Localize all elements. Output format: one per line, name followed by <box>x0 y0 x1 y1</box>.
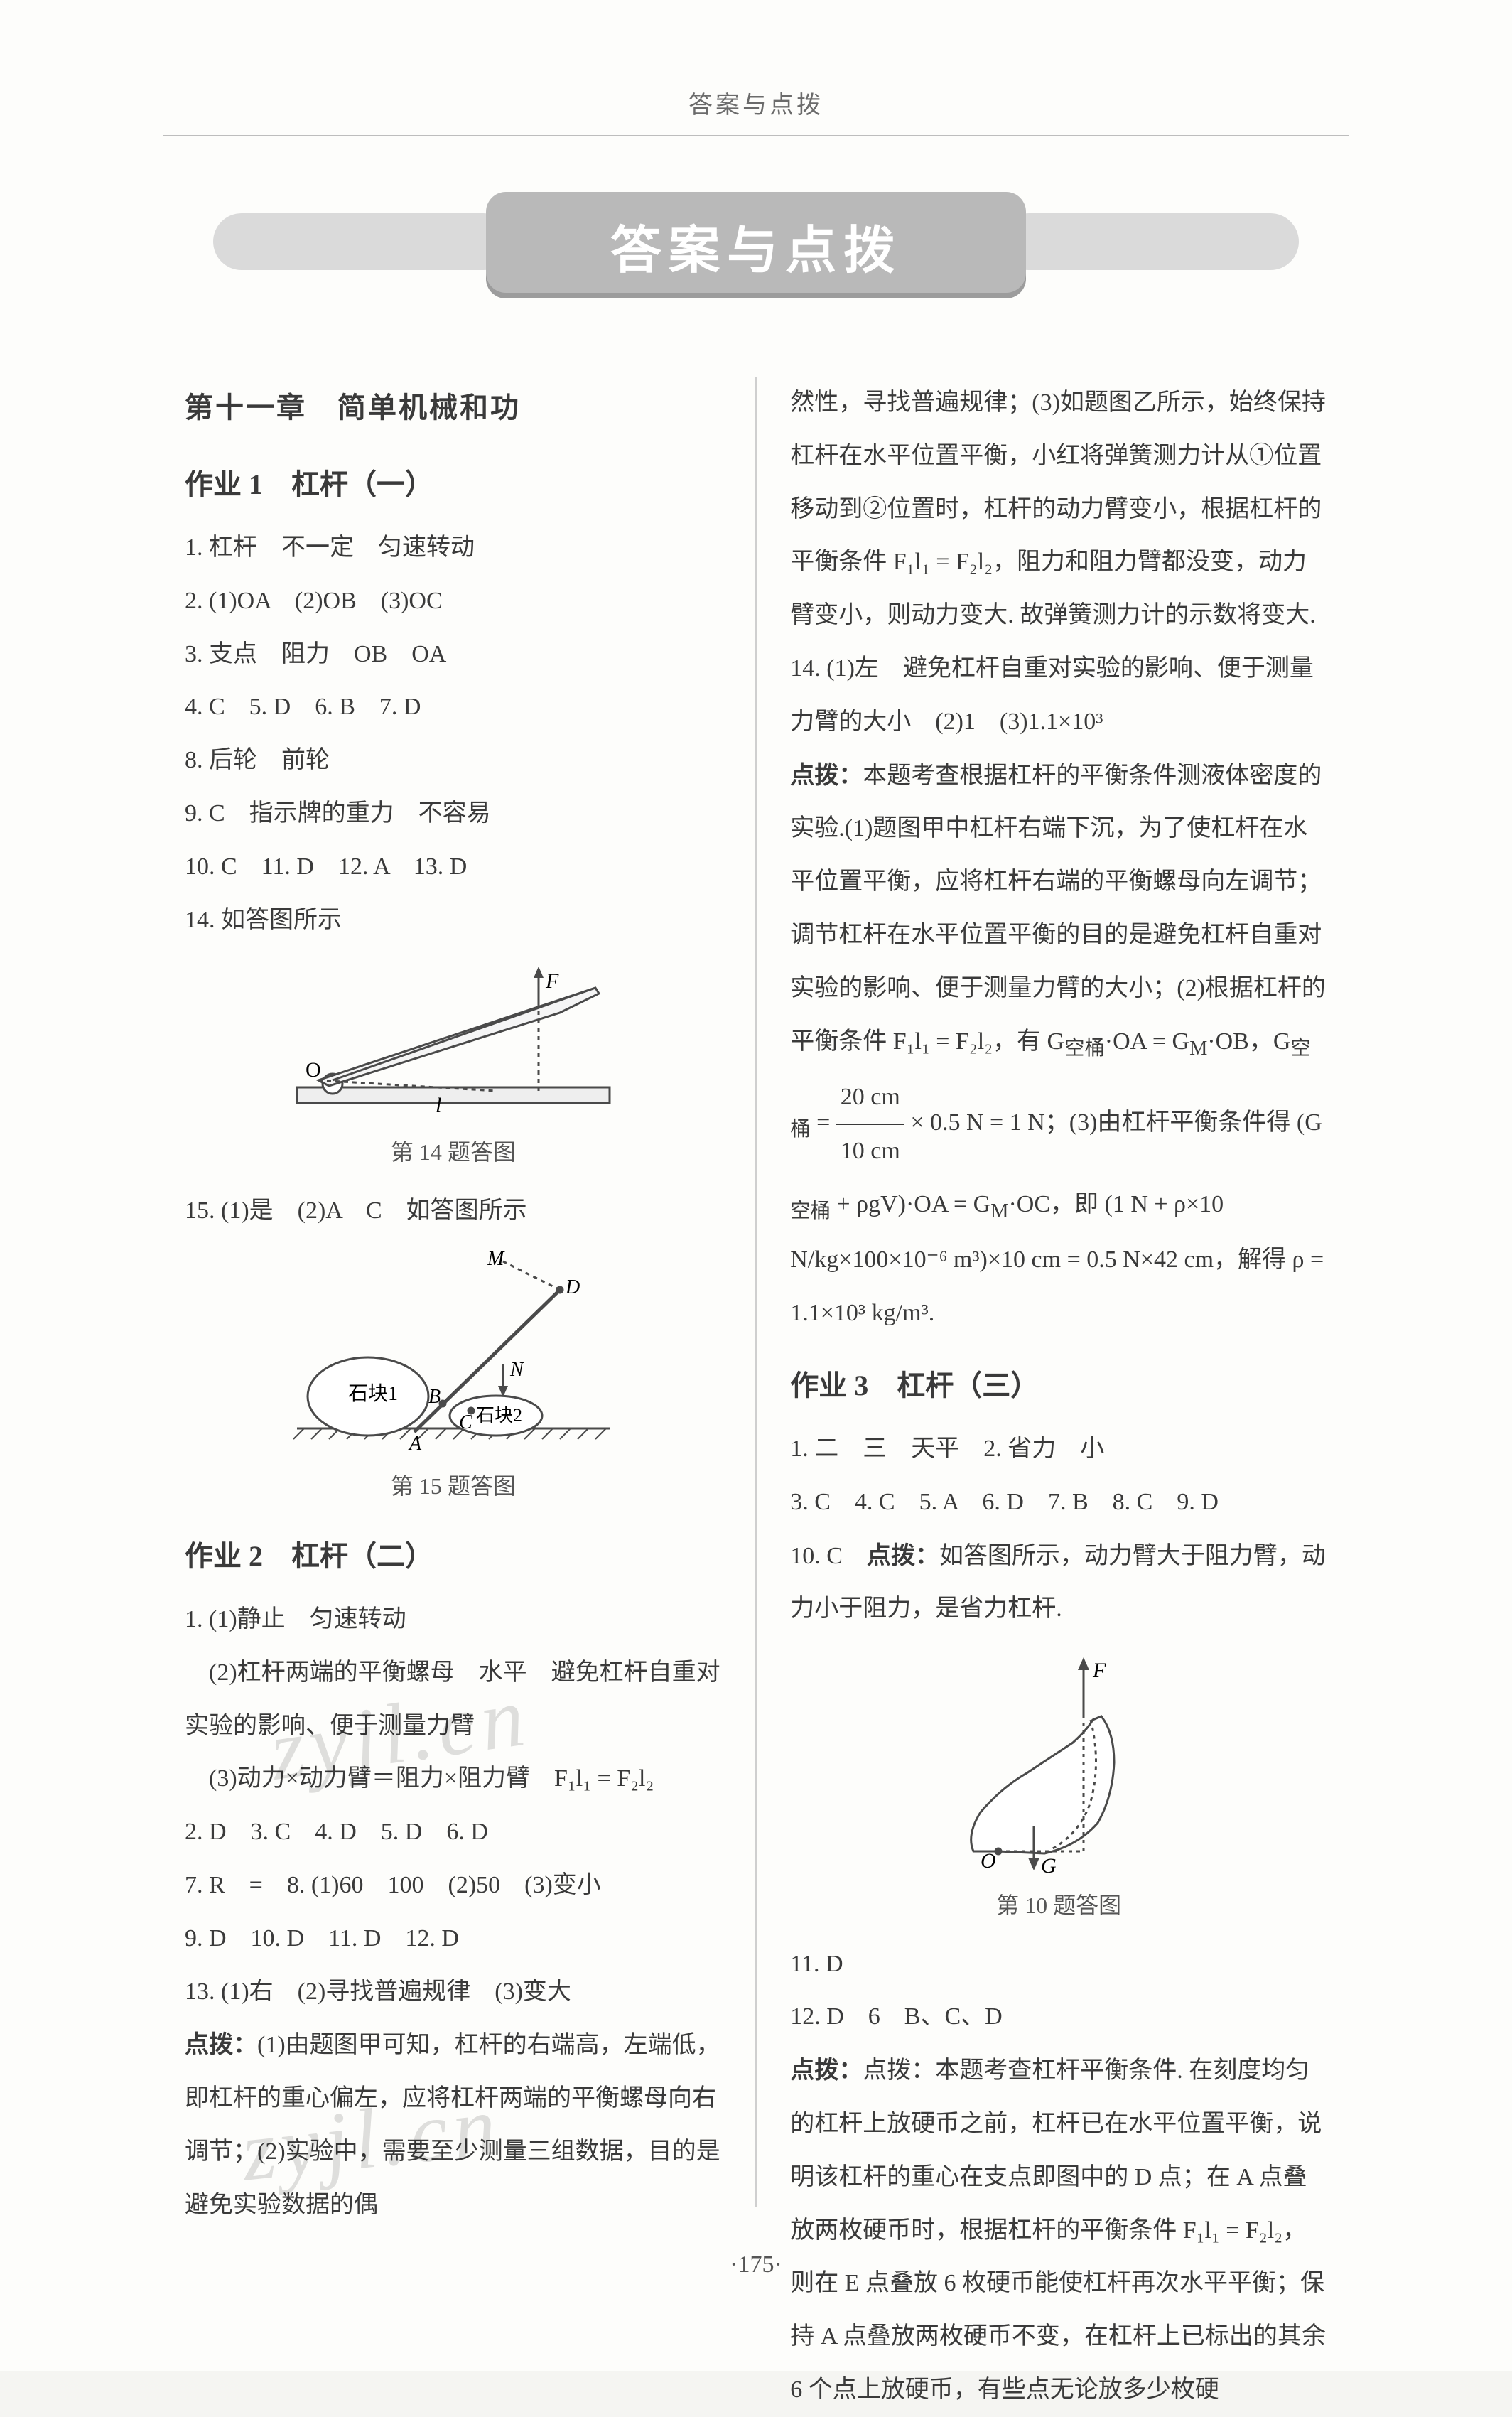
hw1-line: 9. C 指示牌的重力 不容易 <box>185 787 722 841</box>
title-decor-right <box>1000 213 1299 270</box>
svg-text:C: C <box>459 1411 472 1433</box>
hw1-fig15-caption: 第 15 题答图 <box>185 1461 722 1511</box>
svg-text:F: F <box>1092 1659 1106 1682</box>
svg-text:l: l <box>436 1094 441 1117</box>
hw3-line10: 10. C 点拨：如答图所示，动力臂大于阻力臂，动力小于阻力，是省力杠杆. <box>790 1529 1327 1637</box>
hw2-expl14-body: 本题考查根据杠杆的平衡条件测液体密度的实验.(1)题图甲中杠杆右端下沉，为了使杠… <box>790 763 1326 1327</box>
hw3-line: 11. D <box>790 1938 1327 1991</box>
hw3-expl12-body: 点拨：本题考查杠杆平衡条件. 在刻度均匀的杠杆上放硬币之前，杠杆已在水平位置平衡… <box>790 2057 1326 2403</box>
hw1-title: 作业 1 杠杆（一） <box>185 453 722 516</box>
svg-text:M: M <box>487 1251 505 1270</box>
two-column-body: 第十一章 简单机械和功 作业 1 杠杆（一） 1. 杠杆 不一定 匀速转动 2.… <box>185 377 1327 2207</box>
hw2-line14: 14. (1)左 避免杠杆自重对实验的影响、便于测量力臂的大小 (2)1 (3)… <box>790 642 1327 749</box>
hw1-line: 1. 杠杆 不一定 匀速转动 <box>185 522 722 575</box>
hw1-fig14: O F l <box>290 959 617 1123</box>
svg-text:N: N <box>509 1359 524 1381</box>
hw1-line: 3. 支点 阻力 OB OA <box>185 628 722 682</box>
hw1-fig15: 石块1 石块2 A B C D M N <box>290 1251 617 1457</box>
chapter-heading: 第十一章 简单机械和功 <box>185 377 722 439</box>
hw2-line: 13. (1)右 (2)寻找普遍规律 (3)变大 <box>185 1966 722 2019</box>
explain-prefix: 点拨： <box>867 1542 939 1569</box>
column-divider <box>755 377 757 2207</box>
hw2-line: 7. R = 8. (1)60 100 (2)50 (3)变小 <box>185 1859 722 1912</box>
hw2-explain14: 点拨：本题考查根据杠杆的平衡条件测液体密度的实验.(1)题图甲中杠杆右端下沉，为… <box>790 749 1327 1340</box>
left-column: 第十一章 简单机械和功 作业 1 杠杆（一） 1. 杠杆 不一定 匀速转动 2.… <box>185 377 722 2207</box>
top-rule <box>163 135 1349 136</box>
hw2-line: (2)杠杆两端的平衡螺母 水平 避免杠杆自重对实验的影响、便于测量力臂 <box>185 1647 722 1753</box>
hw3-title: 作业 3 杠杆（三） <box>790 1355 1327 1417</box>
svg-text:石块1: 石块1 <box>348 1383 398 1405</box>
explain-prefix: 点拨： <box>185 2031 257 2058</box>
title-decor-left <box>213 213 512 270</box>
hw2-line: 1. (1)静止 匀速转动 <box>185 1593 722 1647</box>
hw1-line: 4. C 5. D 6. B 7. D <box>185 681 722 734</box>
hw2-expl13-cont: 然性，寻找普遍规律；(3)如题图乙所示，始终保持杠杆在水平位置平衡，小红将弹簧测… <box>790 377 1327 642</box>
hw1-line: 10. C 11. D 12. A 13. D <box>185 841 722 894</box>
svg-text:O: O <box>306 1058 321 1082</box>
explain-prefix: 点拨： <box>790 2057 863 2084</box>
hw2-title: 作业 2 杠杆（二） <box>185 1525 722 1588</box>
hw3-explain12: 点拨：点拨：本题考查杠杆平衡条件. 在刻度均匀的杠杆上放硬币之前，杠杆已在水平位… <box>790 2044 1327 2417</box>
hw1-line: 8. 后轮 前轮 <box>185 734 722 787</box>
hw1-line: 14. 如答图所示 <box>185 894 722 947</box>
svg-text:石块2: 石块2 <box>476 1405 522 1426</box>
hw1-line: 2. (1)OA (2)OB (3)OC <box>185 575 722 628</box>
running-head: 答案与点拨 <box>0 85 1512 120</box>
hw2-line: 9. D 10. D 11. D 12. D <box>185 1912 722 1966</box>
right-column: 然性，寻找普遍规律；(3)如题图乙所示，始终保持杠杆在水平位置平衡，小红将弹簧测… <box>790 377 1327 2207</box>
hw2-line: (3)动力×动力臂＝阻力×阻力臂 F₁l₁ = F₂l₂ <box>185 1753 722 1806</box>
svg-text:D: D <box>565 1276 580 1298</box>
hw2-explain13: 点拨：(1)由题图甲可知，杠杆的右端高，左端低，即杠杆的重心偏左，应将杠杆两端的… <box>185 2018 722 2232</box>
hw2-line: 2. D 3. C 4. D 5. D 6. D <box>185 1806 722 1859</box>
hw3-line: 1. 二 三 天平 2. 省力 小 <box>790 1423 1327 1476</box>
hw3-line: 3. C 4. C 5. A 6. D 7. B 8. C 9. D <box>790 1476 1327 1529</box>
page-number: ·175· <box>0 2251 1512 2278</box>
page-title: 答案与点拨 <box>610 208 902 283</box>
hw1-fig14-caption: 第 14 题答图 <box>185 1127 722 1177</box>
svg-text:O: O <box>981 1849 996 1873</box>
hw3-fig10: O F G <box>931 1649 1187 1876</box>
svg-text:A: A <box>408 1433 422 1455</box>
svg-text:B: B <box>428 1386 441 1408</box>
hw3-l10-num: 10. C <box>790 1543 867 1569</box>
page: 答案与点拨 答案与点拨 第十一章 简单机械和功 作业 1 杠杆（一） 1. 杠杆… <box>0 0 1512 2371</box>
hw3-fig10-caption: 第 10 题答图 <box>790 1880 1327 1930</box>
explain-prefix: 点拨： <box>790 762 863 789</box>
hw2-expl13-body: (1)由题图甲可知，杠杆的右端高，左端低，即杠杆的重心偏左，应将杠杆两端的平衡螺… <box>185 2032 720 2217</box>
hw3-line: 12. D 6 B、C、D <box>790 1991 1327 2044</box>
svg-text:F: F <box>545 969 559 993</box>
svg-text:G: G <box>1041 1854 1057 1876</box>
hw1-line15: 15. (1)是 (2)A C 如答图所示 <box>185 1185 722 1238</box>
title-badge: 答案与点拨 <box>486 192 1026 298</box>
